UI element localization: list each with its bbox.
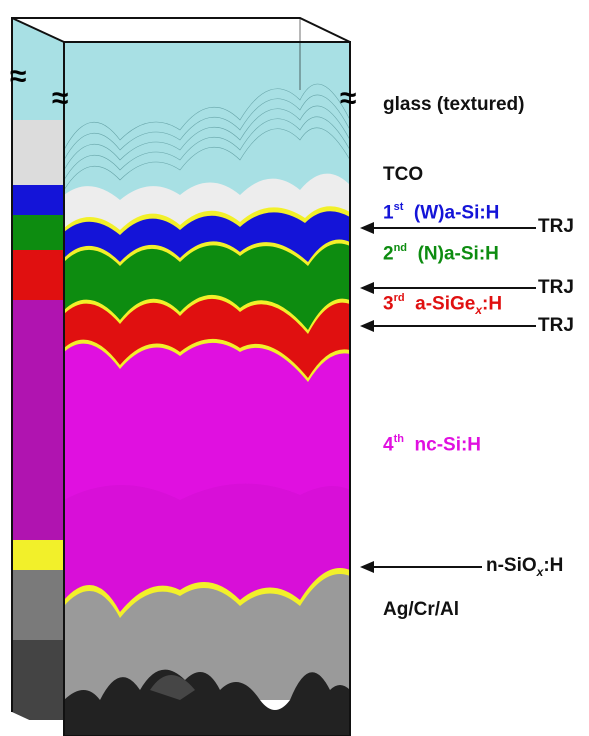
block-side-face	[12, 18, 64, 720]
layer4-ncsih	[64, 342, 350, 620]
glass-texture	[64, 83, 350, 191]
label-layer3: 3rd a-SiGex:H	[383, 292, 503, 318]
label-glass: glass (textured)	[383, 94, 525, 115]
label-trj-2: TRJ	[538, 277, 574, 298]
label-layer1: 1st (W)a-Si:H	[383, 201, 500, 224]
label-trj-3: TRJ	[538, 315, 574, 336]
label-layer2: 2nd (N)a-Si:H	[383, 242, 499, 265]
label-layer4: 4th nc-Si:H	[383, 433, 482, 456]
block-frame	[11, 17, 351, 736]
label-trj-1: TRJ	[538, 216, 574, 237]
nsiox-layer	[64, 574, 350, 700]
label-backcontact: Ag/Cr/Al	[383, 599, 459, 620]
break-mark-left: ≈	[10, 60, 27, 93]
block-front-face	[64, 42, 350, 736]
label-tco: TCO	[383, 164, 424, 185]
label-nsiox: n-SiOx:H	[486, 555, 564, 579]
metal-back-contact	[64, 669, 350, 736]
break-mark-right: ≈	[340, 82, 357, 115]
break-mark-middle: ≈	[52, 82, 69, 115]
